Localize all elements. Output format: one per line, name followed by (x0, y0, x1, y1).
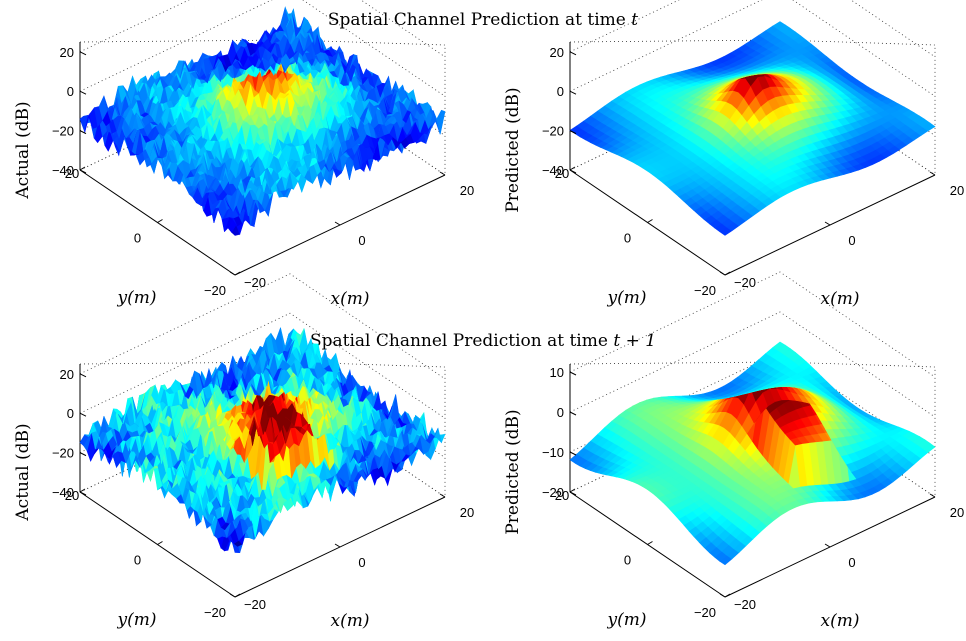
x-tick-label: 20 (460, 183, 474, 198)
y-tick-label: −20 (694, 283, 716, 298)
y-tick-label: 20 (65, 488, 79, 503)
surface-face (284, 7, 294, 21)
x-tick-label: 20 (950, 183, 964, 198)
z-tick-label: −20 (542, 124, 564, 139)
z-tick-label: 20 (60, 367, 74, 382)
z-tick (79, 452, 87, 457)
y-tick (157, 541, 163, 545)
x-tick-label: 20 (460, 505, 474, 520)
x-axis-label: x(m) (331, 289, 370, 309)
y-axis-label: y(m) (117, 610, 157, 630)
x-tick-label: 0 (848, 233, 855, 248)
y-tick (79, 166, 86, 171)
z-axis-label: Predicted (dB) (503, 87, 523, 212)
z-axis-label: Actual (dB) (13, 423, 33, 521)
row-title-t: Spatial Channel Prediction at time t (328, 10, 638, 30)
z-tick (79, 51, 87, 56)
y-tick (647, 219, 653, 223)
z-tick-label: 20 (550, 45, 564, 60)
y-tick (234, 593, 241, 598)
y-tick (234, 271, 241, 276)
x-tick (719, 271, 726, 276)
x-tick (334, 221, 341, 226)
x-tick (229, 593, 236, 598)
surface-mesh (569, 21, 936, 236)
z-tick-label: −40 (542, 163, 564, 178)
z-tick (79, 130, 87, 135)
surface-mesh (79, 6, 446, 236)
x-tick (439, 493, 446, 498)
z-grid-line (79, 312, 446, 419)
z-tick (569, 169, 577, 174)
z-tick (79, 412, 87, 417)
surface-face (284, 328, 294, 348)
y-axis-label: y(m) (117, 288, 157, 308)
z-tick-label: −20 (52, 124, 74, 139)
row-title-t1: Spatial Channel Prediction at time t + 1 (310, 331, 656, 351)
y-tick (724, 271, 731, 276)
surface-face (772, 21, 786, 30)
x-tick-label: −20 (244, 597, 266, 612)
z-tick (79, 169, 87, 174)
x-tick-label: 0 (358, 555, 365, 570)
z-tick-label: 20 (60, 45, 74, 60)
y-tick-label: −20 (204, 283, 226, 298)
x-tick (334, 543, 341, 548)
z-tick-label: −40 (52, 163, 74, 178)
x-axis-label: x(m) (331, 611, 370, 631)
z-tick (79, 491, 87, 496)
x-tick-label: −20 (734, 275, 756, 290)
x-axis-label: x(m) (821, 289, 860, 309)
y-tick-label: 0 (624, 231, 631, 246)
x-tick-label: 0 (358, 233, 365, 248)
z-grid-line (569, 311, 936, 418)
z-grid-line (569, 271, 936, 378)
z-tick-label: 0 (67, 84, 74, 99)
surface-mesh (569, 341, 936, 566)
y-tick (79, 488, 86, 493)
x-tick (929, 171, 936, 176)
z-grid-line (79, 273, 446, 380)
z-tick-label: −20 (52, 446, 74, 461)
z-tick (79, 373, 87, 378)
z-tick (569, 51, 577, 56)
x-tick (824, 221, 831, 226)
y-tick-label: 0 (134, 553, 141, 568)
y-tick-label: −20 (204, 605, 226, 620)
z-tick-label: 0 (557, 84, 564, 99)
y-tick (157, 219, 163, 223)
surface-mesh (79, 327, 446, 554)
y-tick (569, 166, 576, 171)
x-tick-label: −20 (244, 275, 266, 290)
z-tick (569, 90, 577, 95)
y-axis-label: y(m) (607, 288, 647, 308)
y-tick-label: 0 (134, 231, 141, 246)
x-tick (229, 271, 236, 276)
y-tick-label: 20 (555, 166, 569, 181)
z-axis-label: Actual (dB) (13, 101, 33, 199)
y-tick-label: 20 (65, 166, 79, 181)
z-tick-label: −40 (52, 485, 74, 500)
z-tick (79, 90, 87, 95)
x-tick (439, 171, 446, 176)
z-tick (569, 130, 577, 135)
z-tick-label: 0 (67, 406, 74, 421)
